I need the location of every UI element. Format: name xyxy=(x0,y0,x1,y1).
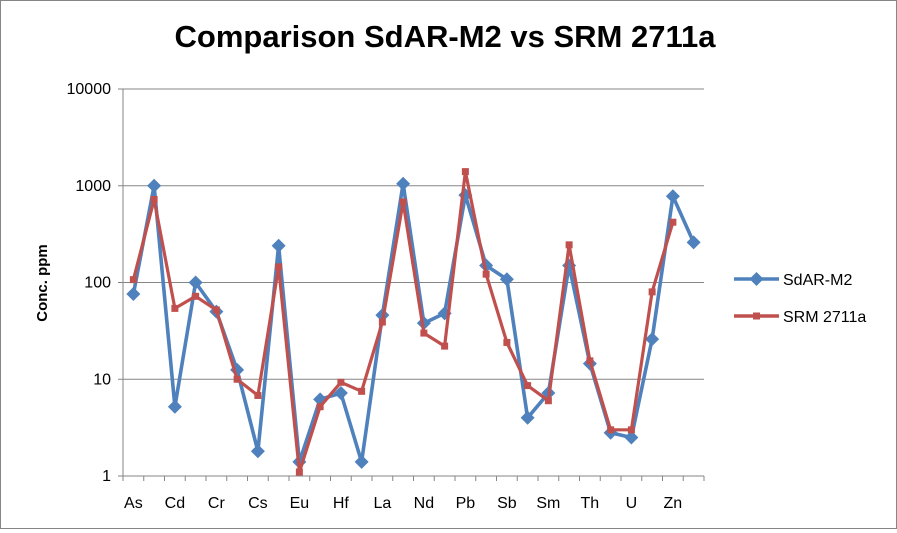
data-point-srm-2711a-eu xyxy=(295,468,303,476)
x-tick-label-nd: Nd xyxy=(414,495,434,512)
y-tick-label-10000: 10000 xyxy=(67,81,112,98)
chart-title: Comparison SdAR-M2 vs SRM 2711a xyxy=(175,19,717,54)
data-point-srm-2711a-hf xyxy=(337,378,345,386)
data-point-srm-2711a-ga xyxy=(275,263,283,271)
data-point-sdar-m2-cd xyxy=(167,399,182,414)
data-point-srm-2711a-cr xyxy=(212,306,220,314)
data-point-sdar-m2-as xyxy=(126,287,141,302)
legend: SdAR-M2 SRM 2711a xyxy=(734,272,866,326)
data-point-srm-2711a-zn xyxy=(669,218,677,226)
data-point-srm-2711a-cu xyxy=(233,375,241,383)
data-point-srm-2711a-la xyxy=(378,318,386,326)
data-point-sdar-m2-zn xyxy=(665,189,680,204)
x-tick-label-hf: Hf xyxy=(333,495,350,512)
data-point-sdar-m2-u xyxy=(624,430,639,445)
series-line-srm-2711a xyxy=(131,170,675,474)
y-tick-label-10: 10 xyxy=(93,371,111,388)
legend-marker-sdar-m2 xyxy=(749,272,764,286)
data-point-srm-2711a-sb xyxy=(503,338,511,346)
x-tick-label-sb: Sb xyxy=(497,495,517,512)
data-point-srm-2711a-gd xyxy=(316,403,324,411)
data-point-sdar-m2-zr xyxy=(686,235,701,250)
data-point-sdar-m2-co xyxy=(188,275,203,290)
data-point-srm-2711a-cd xyxy=(171,304,179,312)
x-tick-label-cd: Cd xyxy=(165,495,185,512)
data-point-srm-2711a-th xyxy=(586,357,594,365)
data-point-srm-2711a-sr xyxy=(565,241,573,249)
data-point-srm-2711a-ni xyxy=(441,342,449,350)
data-point-sdar-m2-ho xyxy=(354,454,369,469)
data-point-srm-2711a-pb xyxy=(461,168,469,176)
data-point-sdar-m2-mn xyxy=(396,176,411,191)
x-tick-label-sm: Sm xyxy=(536,495,560,512)
data-point-srm-2711a-tl xyxy=(607,426,615,434)
data-point-srm-2711a-cs xyxy=(254,391,262,399)
legend-label-srm-2711a: SRM 2711a xyxy=(783,309,866,326)
data-point-srm-2711a-rb xyxy=(482,270,490,278)
x-tick-label-u: U xyxy=(626,495,638,512)
data-point-sdar-m2-hf xyxy=(333,386,348,401)
legend-marker-srm-2711a xyxy=(753,312,760,320)
gridlines xyxy=(118,88,705,481)
x-tick-label-zn: Zn xyxy=(664,495,683,512)
data-point-sdar-m2-sb xyxy=(499,272,514,287)
x-tick-label-eu: Eu xyxy=(290,495,310,512)
legend-item-sdar-m2: SdAR-M2 xyxy=(734,272,852,289)
data-point-srm-2711a-co xyxy=(192,292,200,300)
data-point-srm-2711a-nd xyxy=(420,329,428,337)
y-axis-title: Conc. ppm xyxy=(34,244,51,322)
x-tick-label-pb: Pb xyxy=(456,495,476,512)
data-point-srm-2711a-ba xyxy=(150,196,158,204)
data-point-srm-2711a-sm xyxy=(544,397,552,405)
series-sdar-m2 xyxy=(126,176,701,469)
series-layer xyxy=(126,168,701,476)
series-srm-2711a xyxy=(129,168,677,476)
data-point-sdar-m2-ba xyxy=(147,178,162,193)
y-tick-label-100: 100 xyxy=(84,275,111,292)
data-point-sdar-m2-sc xyxy=(520,410,535,425)
data-point-srm-2711a-as xyxy=(129,276,137,284)
data-point-srm-2711a-mn xyxy=(399,198,407,206)
series-line-sdar-m2 xyxy=(131,181,696,464)
data-point-srm-2711a-sc xyxy=(524,382,532,390)
y-tick-label-1000: 1000 xyxy=(75,178,111,195)
y-axis-tick-labels: 1 10 100 1000 10000 xyxy=(67,81,112,485)
x-tick-label-la: La xyxy=(373,495,391,512)
x-tick-label-th: Th xyxy=(581,495,600,512)
x-axis-tick-labels: As Cd Cr Cs Eu Hf La Nd Pb Sb Sm Th U Zn xyxy=(124,495,682,512)
legend-item-srm-2711a: SRM 2711a xyxy=(734,309,866,326)
data-point-sdar-m2-ga xyxy=(271,238,286,253)
x-tick-label-cr: Cr xyxy=(208,495,226,512)
data-point-sdar-m2-v xyxy=(645,332,660,347)
x-tick-label-as: As xyxy=(124,495,143,512)
data-point-srm-2711a-u xyxy=(627,426,635,434)
data-point-srm-2711a-v xyxy=(648,288,656,296)
x-tick-label-cs: Cs xyxy=(248,495,268,512)
legend-label-sdar-m2: SdAR-M2 xyxy=(783,272,852,289)
data-point-sdar-m2-cs xyxy=(250,444,265,459)
y-tick-label-1: 1 xyxy=(102,468,111,485)
data-point-srm-2711a-ho xyxy=(358,387,366,395)
